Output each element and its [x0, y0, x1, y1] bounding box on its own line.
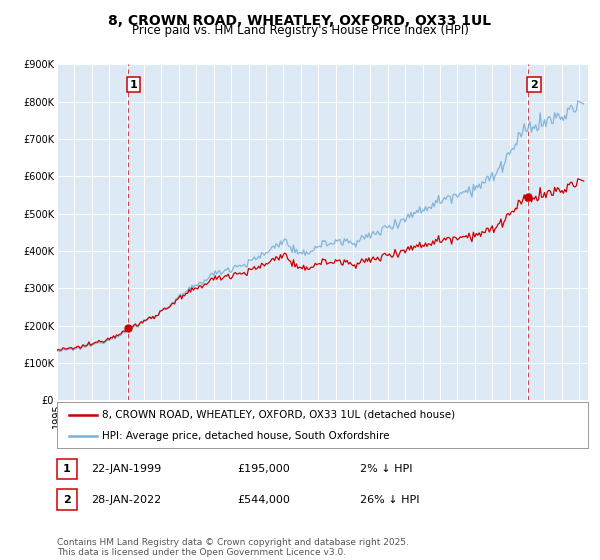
Text: 1: 1	[63, 464, 71, 474]
Text: 8, CROWN ROAD, WHEATLEY, OXFORD, OX33 1UL: 8, CROWN ROAD, WHEATLEY, OXFORD, OX33 1U…	[109, 14, 491, 28]
Text: HPI: Average price, detached house, South Oxfordshire: HPI: Average price, detached house, Sout…	[102, 431, 389, 441]
Text: 1: 1	[130, 80, 137, 90]
Text: 26% ↓ HPI: 26% ↓ HPI	[360, 494, 419, 505]
Text: 22-JAN-1999: 22-JAN-1999	[91, 464, 161, 474]
Text: 28-JAN-2022: 28-JAN-2022	[91, 494, 161, 505]
Text: £544,000: £544,000	[237, 494, 290, 505]
Text: 2: 2	[530, 80, 538, 90]
Text: 8, CROWN ROAD, WHEATLEY, OXFORD, OX33 1UL (detached house): 8, CROWN ROAD, WHEATLEY, OXFORD, OX33 1U…	[102, 410, 455, 420]
Text: 2: 2	[63, 494, 71, 505]
Text: 2% ↓ HPI: 2% ↓ HPI	[360, 464, 413, 474]
Text: Contains HM Land Registry data © Crown copyright and database right 2025.
This d: Contains HM Land Registry data © Crown c…	[57, 538, 409, 557]
Text: Price paid vs. HM Land Registry's House Price Index (HPI): Price paid vs. HM Land Registry's House …	[131, 24, 469, 37]
Text: £195,000: £195,000	[237, 464, 290, 474]
